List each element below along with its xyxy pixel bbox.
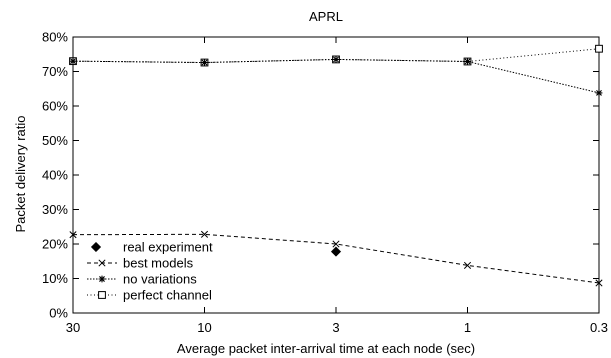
series-real-experiment xyxy=(330,246,342,257)
legend-item: perfect channel xyxy=(87,288,212,303)
y-axis-title: Packet delivery ratio xyxy=(13,115,28,232)
x-tick-label: 3 xyxy=(332,320,339,335)
legend-item: real experiment xyxy=(90,240,213,255)
asterisk-marker xyxy=(464,58,471,65)
x-marker xyxy=(69,231,77,239)
series-best-models xyxy=(69,230,603,287)
x-tick-label: 1 xyxy=(464,320,471,335)
asterisk-marker xyxy=(69,57,77,65)
x-axis-title: Average packet inter-arrival time at eac… xyxy=(177,341,475,356)
axes: 0% 10% 20% 30% 40% 50% 60% 70% 80% 30 10 3 1 0.3 xyxy=(42,30,608,336)
y-tick-label: 60% xyxy=(42,99,68,114)
legend-label: no variations xyxy=(123,272,197,287)
legend-label: real experiment xyxy=(123,240,213,255)
x-marker xyxy=(200,230,209,238)
series-perfect-channel xyxy=(69,44,603,67)
series-line xyxy=(72,233,600,284)
chart-title: APRL xyxy=(309,9,343,24)
series-group xyxy=(69,44,603,287)
diamond-marker xyxy=(90,241,102,253)
x-marker xyxy=(98,259,106,267)
y-tick-label: 10% xyxy=(42,271,68,286)
asterisk-marker xyxy=(98,275,106,283)
square-marker xyxy=(595,44,603,53)
x-tick-label: 30 xyxy=(66,320,80,335)
y-tick-label: 0% xyxy=(49,306,68,321)
x-tick-label: 0.3 xyxy=(590,320,608,335)
square-marker xyxy=(98,291,106,299)
y-tick-label: 40% xyxy=(42,168,68,183)
x-marker xyxy=(463,261,472,269)
legend-item: best models xyxy=(87,256,194,271)
asterisk-marker xyxy=(595,89,603,97)
legend-label: perfect channel xyxy=(123,288,212,303)
series-line xyxy=(72,58,600,94)
x-marker xyxy=(332,240,340,248)
legend-label: best models xyxy=(123,256,194,271)
y-tick-label: 80% xyxy=(42,30,68,45)
y-tick-label: 70% xyxy=(42,64,68,79)
y-tick-label: 30% xyxy=(42,202,68,217)
x-tick-label: 10 xyxy=(197,320,211,335)
asterisk-marker xyxy=(201,59,208,66)
asterisk-marker xyxy=(332,56,340,63)
diamond-marker xyxy=(330,246,342,257)
legend-item: no variations xyxy=(87,272,197,287)
y-tick-label: 50% xyxy=(42,133,68,148)
x-marker xyxy=(595,279,603,287)
y-tick-label: 20% xyxy=(42,237,68,252)
series-no-variations xyxy=(69,56,603,97)
